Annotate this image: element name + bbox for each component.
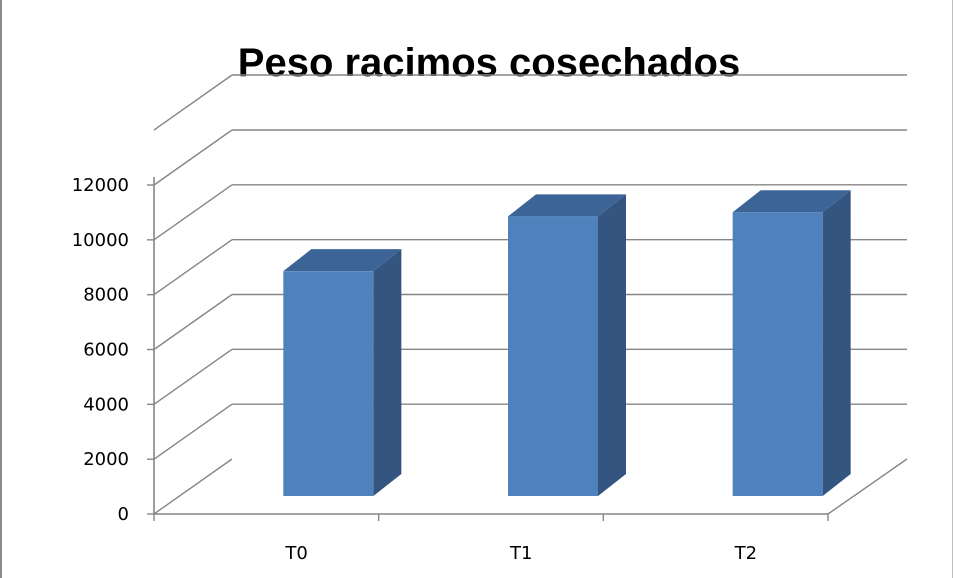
axis-labels: 0 2000 4000 6000 8000 10000 12000 T0 T1 T2: [72, 175, 757, 564]
y-tick-label: 8000: [83, 285, 129, 306]
chart-title: Peso racimos cosechados: [238, 41, 740, 85]
gridline-diagonal: [153, 184, 233, 241]
gridline-diagonal: [153, 129, 233, 186]
axes: [147, 177, 908, 521]
y-tick-label: 2000: [83, 449, 129, 470]
bar-T0: [283, 249, 402, 496]
floor-edge: [827, 458, 908, 515]
y-tick-label: 4000: [83, 394, 129, 415]
y-tick-label: 0: [118, 504, 129, 525]
bar-front: [283, 271, 374, 496]
bar-side: [598, 194, 626, 496]
x-tick-label: T0: [284, 543, 307, 564]
gridline-diagonal: [153, 403, 233, 460]
bar-top: [732, 190, 851, 213]
bar-side: [373, 249, 402, 496]
gridline-diagonal: [153, 74, 233, 131]
gridline-diagonal: [153, 458, 233, 515]
x-tick-label: T1: [509, 543, 532, 564]
bar-T2: [732, 190, 851, 497]
y-tick-label: 10000: [72, 230, 129, 251]
bar-T1: [508, 194, 626, 496]
y-tick-label: 12000: [72, 175, 129, 196]
gridline-diagonal: [153, 348, 233, 405]
bar-front: [508, 216, 598, 496]
x-tick-label: T2: [734, 543, 757, 564]
bar-top: [508, 194, 626, 217]
bar-front: [732, 212, 823, 497]
y-tick-label: 6000: [83, 340, 129, 361]
gridline-diagonal: [153, 293, 233, 351]
bar-top: [283, 249, 402, 272]
gridline-diagonal: [153, 239, 233, 296]
bar-side: [822, 190, 851, 497]
bars: [283, 190, 851, 497]
